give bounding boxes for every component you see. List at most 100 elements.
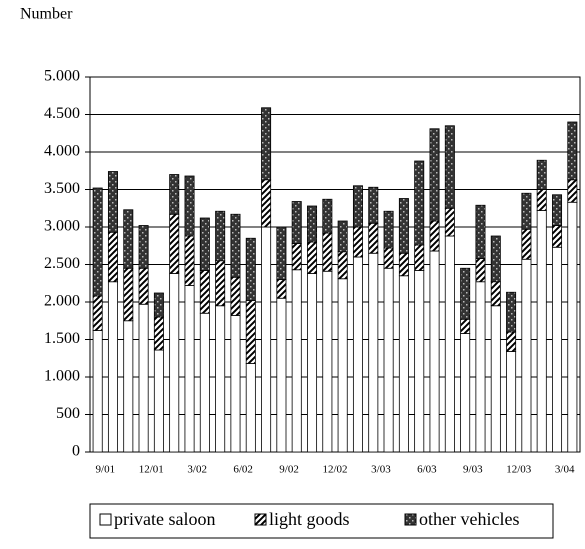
bar-segment — [521, 258, 532, 453]
bar-segment — [322, 270, 333, 453]
bar-segment — [536, 159, 547, 190]
bar-segment — [92, 295, 103, 331]
bar-segment — [215, 305, 226, 453]
bar-segment — [337, 220, 348, 253]
bar-segment — [169, 213, 180, 274]
bar-segment — [398, 198, 409, 254]
bar-segment — [184, 285, 195, 453]
bar-segment — [322, 198, 333, 234]
bar-segment — [215, 210, 226, 262]
bar-segment — [261, 226, 272, 453]
bar-segment — [368, 222, 379, 254]
bar-segment — [536, 210, 547, 453]
bar-segment — [536, 189, 547, 211]
bar-segment — [123, 320, 134, 453]
bar-segment — [444, 125, 455, 209]
y-tick-label: 500 — [56, 405, 80, 422]
x-tick-label: 9/02 — [279, 464, 299, 476]
bar-segment — [138, 225, 149, 269]
bar-segment — [506, 291, 517, 333]
bar-segment — [475, 281, 486, 453]
bar-segment — [107, 281, 118, 453]
bar-segment — [307, 205, 318, 243]
bar-segment — [169, 273, 180, 453]
bar-segment — [414, 270, 425, 453]
x-tick-label: 9/01 — [96, 464, 116, 476]
bar-segment — [552, 246, 563, 453]
x-tick-label: 3/03 — [371, 464, 391, 476]
bar-segment — [490, 305, 501, 453]
x-tick-label: 3/04 — [555, 464, 575, 476]
y-tick-label: 0 — [72, 443, 80, 460]
bar-segment — [352, 185, 363, 228]
bar-segment — [337, 251, 348, 280]
bar-segment — [261, 179, 272, 228]
x-tick-label: 12/02 — [322, 464, 347, 476]
bar-segment — [429, 220, 440, 252]
bar-segment — [138, 267, 149, 305]
bar-segment — [184, 235, 195, 286]
bar-segment — [398, 252, 409, 277]
legend-swatch — [404, 513, 417, 526]
bar-segment — [291, 243, 302, 271]
bar-segment — [230, 315, 241, 453]
bar-segment — [521, 228, 532, 260]
legend-label: other vehicles — [419, 509, 519, 529]
x-tick-label: 9/03 — [463, 464, 483, 476]
bar-segment — [291, 269, 302, 453]
bar-segment — [245, 300, 256, 364]
bar-segment — [383, 210, 394, 249]
y-tick-label: 2.500 — [44, 255, 80, 272]
bar-segment — [230, 276, 241, 316]
bar-segment — [337, 278, 348, 453]
bar-segment — [307, 273, 318, 453]
bar-segment — [199, 217, 210, 271]
y-tick-label: 3.500 — [44, 180, 80, 197]
bar-segment — [245, 237, 256, 301]
legend-label: private saloon — [114, 509, 215, 529]
bar-segment — [383, 267, 394, 453]
bar-segment — [245, 363, 256, 453]
bar-segment — [153, 316, 164, 351]
bar-segment — [138, 303, 149, 453]
bar-segment — [490, 235, 501, 283]
bar-segment — [261, 107, 272, 181]
bar-segment — [460, 267, 471, 320]
bar-segment — [475, 258, 486, 283]
y-tick-label: 1.500 — [44, 330, 80, 347]
bar-segment — [215, 260, 226, 307]
x-tick-label: 3/02 — [187, 464, 207, 476]
bar-segment — [567, 121, 578, 181]
y-tick-label: 5.000 — [44, 68, 80, 85]
bar-segment — [444, 235, 455, 453]
legend-label: light goods — [269, 509, 350, 529]
bar-segment — [552, 225, 563, 248]
x-tick-label: 12/03 — [506, 464, 532, 476]
legend-box — [89, 503, 554, 539]
bar-segment — [552, 194, 563, 226]
bar-segment — [92, 187, 103, 297]
bar-segment — [153, 292, 164, 318]
bar-segment — [107, 231, 118, 283]
bar-segment — [567, 179, 578, 203]
bar-segment — [307, 241, 318, 274]
legend-swatch — [99, 513, 112, 526]
bar-segment — [276, 279, 287, 299]
y-tick-label: 2.000 — [44, 293, 80, 310]
bar-segment — [475, 204, 486, 259]
bar-segment — [521, 192, 532, 230]
y-axis-label: Number — [20, 6, 73, 23]
bar-segment — [383, 247, 394, 269]
bar-segment — [490, 281, 501, 307]
x-tick-label: 12/01 — [139, 464, 164, 476]
bar-segment — [276, 226, 287, 280]
legend-swatch — [254, 513, 267, 526]
bar-segment — [368, 252, 379, 453]
bar-segment — [460, 318, 471, 334]
bar-segment — [153, 349, 164, 453]
bar-segment — [199, 270, 210, 314]
bar-segment — [352, 256, 363, 453]
bar-segment — [92, 330, 103, 453]
bar-segment — [368, 186, 379, 224]
